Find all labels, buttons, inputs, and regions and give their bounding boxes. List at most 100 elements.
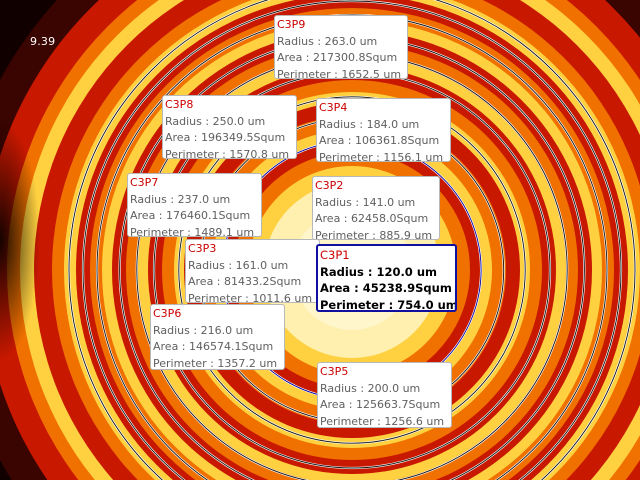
radius-value: 200.0 um [367,381,421,395]
radius-label: Radius : [320,264,377,279]
area-value: 45238.9Squm [362,281,452,295]
measurement-title: C3P7 [130,176,159,189]
perimeter-row: Perimeter : 1570.8 um [165,147,295,159]
perimeter-value: 754.0 um [397,297,457,312]
perimeter-label: Perimeter : [315,228,380,240]
area-label: Area : [153,340,190,353]
measurement-label-c3p2[interactable]: C3P2 Radius : 141.0 um Area : 62458.0Squ… [312,176,440,240]
perimeter-row: Perimeter : 1256.6 um [320,414,450,428]
area-label: Area : [319,134,356,147]
measurement-label-c3p7[interactable]: C3P7 Radius : 237.0 um Area : 176460.1Sq… [127,173,262,237]
radius-row: Radius : 263.0 um [277,34,406,51]
area-row: Area : 106361.8Squm [319,133,449,150]
perimeter-row: Perimeter : 1357.2 um [153,356,283,370]
perimeter-row: Perimeter : 1652.5 um [277,67,406,79]
perimeter-row: Perimeter : 1156.1 um [319,150,449,162]
measurement-title: C3P5 [320,365,349,378]
radius-value: 263.0 um [324,34,378,48]
radius-value: 250.0 um [212,114,266,128]
area-value: 196349.5Squm [201,131,286,144]
perimeter-value: 885.9 um [379,228,433,240]
perimeter-label: Perimeter : [130,225,195,237]
measurement-label-c3p9[interactable]: C3P9 Radius : 263.0 um Area : 217300.8Sq… [274,15,408,79]
radius-row: Radius : 237.0 um [130,192,260,209]
area-row: Area : 146574.1Squm [153,339,283,356]
radius-value: 141.0 um [362,195,416,209]
radius-value: 161.0 um [235,258,289,272]
area-row: Area : 176460.1Squm [130,208,260,225]
perimeter-row: Perimeter : 1011.6 um [188,291,318,303]
area-value: 146574.1Squm [189,340,274,353]
area-label: Area : [130,209,167,222]
perimeter-label: Perimeter : [277,67,342,79]
perimeter-label: Perimeter : [188,291,253,303]
measurement-title: C3P8 [165,98,194,111]
radius-label: Radius : [315,195,363,209]
radius-row: Radius : 141.0 um [315,195,438,212]
perimeter-value: 1489.1 um [194,225,255,237]
perimeter-value: 1652.5 um [341,67,402,79]
area-label: Area : [315,212,352,225]
area-label: Area : [188,275,225,288]
area-label: Area : [320,281,363,295]
radius-value: 237.0 um [177,192,231,206]
radius-value: 120.0 um [376,264,437,279]
perimeter-row: Perimeter : 885.9 um [315,228,438,240]
perimeter-label: Perimeter : [165,147,230,159]
measurement-label-c3p4[interactable]: C3P4 Radius : 184.0 um Area : 106361.8Sq… [316,98,451,162]
measurement-title: C3P3 [188,242,217,255]
area-row: Area : 196349.5Squm [165,130,295,147]
area-value: 106361.8Squm [355,134,440,147]
measurement-title: C3P1 [320,248,350,262]
radius-row: Radius : 250.0 um [165,114,295,131]
radius-label: Radius : [319,117,367,131]
scale-readout: 9.39 [30,35,56,48]
area-label: Area : [320,398,357,411]
radius-label: Radius : [320,381,368,395]
measurement-label-c3p8[interactable]: C3P8 Radius : 250.0 um Area : 196349.5Sq… [162,95,297,159]
area-row: Area : 62458.0Squm [315,211,438,228]
radius-label: Radius : [130,192,178,206]
measurement-circle-outline-c3p9 [68,0,636,480]
measurement-circle-outline-c3p8 [82,0,622,480]
perimeter-row: Perimeter : 1489.1 um [130,225,260,237]
measurement-title: C3P4 [319,101,348,114]
area-label: Area : [165,131,202,144]
radius-row: Radius : 184.0 um [319,117,449,134]
radius-row: Radius : 216.0 um [153,323,283,340]
measurement-label-c3p5[interactable]: C3P5 Radius : 200.0 um Area : 125663.7Sq… [317,362,452,428]
radius-value: 184.0 um [366,117,420,131]
radius-label: Radius : [188,258,236,272]
radius-row: Radius : 200.0 um [320,381,450,398]
area-label: Area : [277,51,314,64]
perimeter-label: Perimeter : [319,150,384,162]
perimeter-value: 1357.2 um [217,356,278,370]
area-value: 125663.7Squm [356,398,441,411]
radius-label: Radius : [165,114,213,128]
measurement-circle-outline-c3p3 [178,96,526,444]
measurement-label-c3p3[interactable]: C3P3 Radius : 161.0 um Area : 81433.2Squ… [185,239,320,303]
measurement-label-c3p1[interactable]: C3P1 Radius : 120.0 um Area : 45238.9Squ… [316,244,457,312]
measurement-title: C3P2 [315,179,344,192]
area-value: 217300.8Squm [313,51,398,64]
area-row: Area : 217300.8Squm [277,50,406,67]
radius-value: 216.0 um [200,323,254,337]
perimeter-label: Perimeter : [320,297,398,312]
radius-label: Radius : [277,34,325,48]
area-row: Area : 81433.2Squm [188,274,318,291]
perimeter-value: 1011.6 um [252,291,313,303]
perimeter-row: Perimeter : 754.0 um [320,297,457,312]
area-value: 176460.1Squm [166,209,251,222]
area-value: 62458.0Squm [351,212,429,225]
measurement-label-c3p6[interactable]: C3P6 Radius : 216.0 um Area : 146574.1Sq… [150,304,285,370]
perimeter-value: 1570.8 um [229,147,290,159]
radius-label: Radius : [153,323,201,337]
measurement-title: C3P9 [277,18,306,31]
perimeter-label: Perimeter : [320,414,385,428]
measurement-title: C3P6 [153,307,182,320]
area-value: 81433.2Squm [224,275,302,288]
area-row: Area : 125663.7Squm [320,397,450,414]
area-row: Area : 45238.9Squm [320,280,454,297]
perimeter-label: Perimeter : [153,356,218,370]
